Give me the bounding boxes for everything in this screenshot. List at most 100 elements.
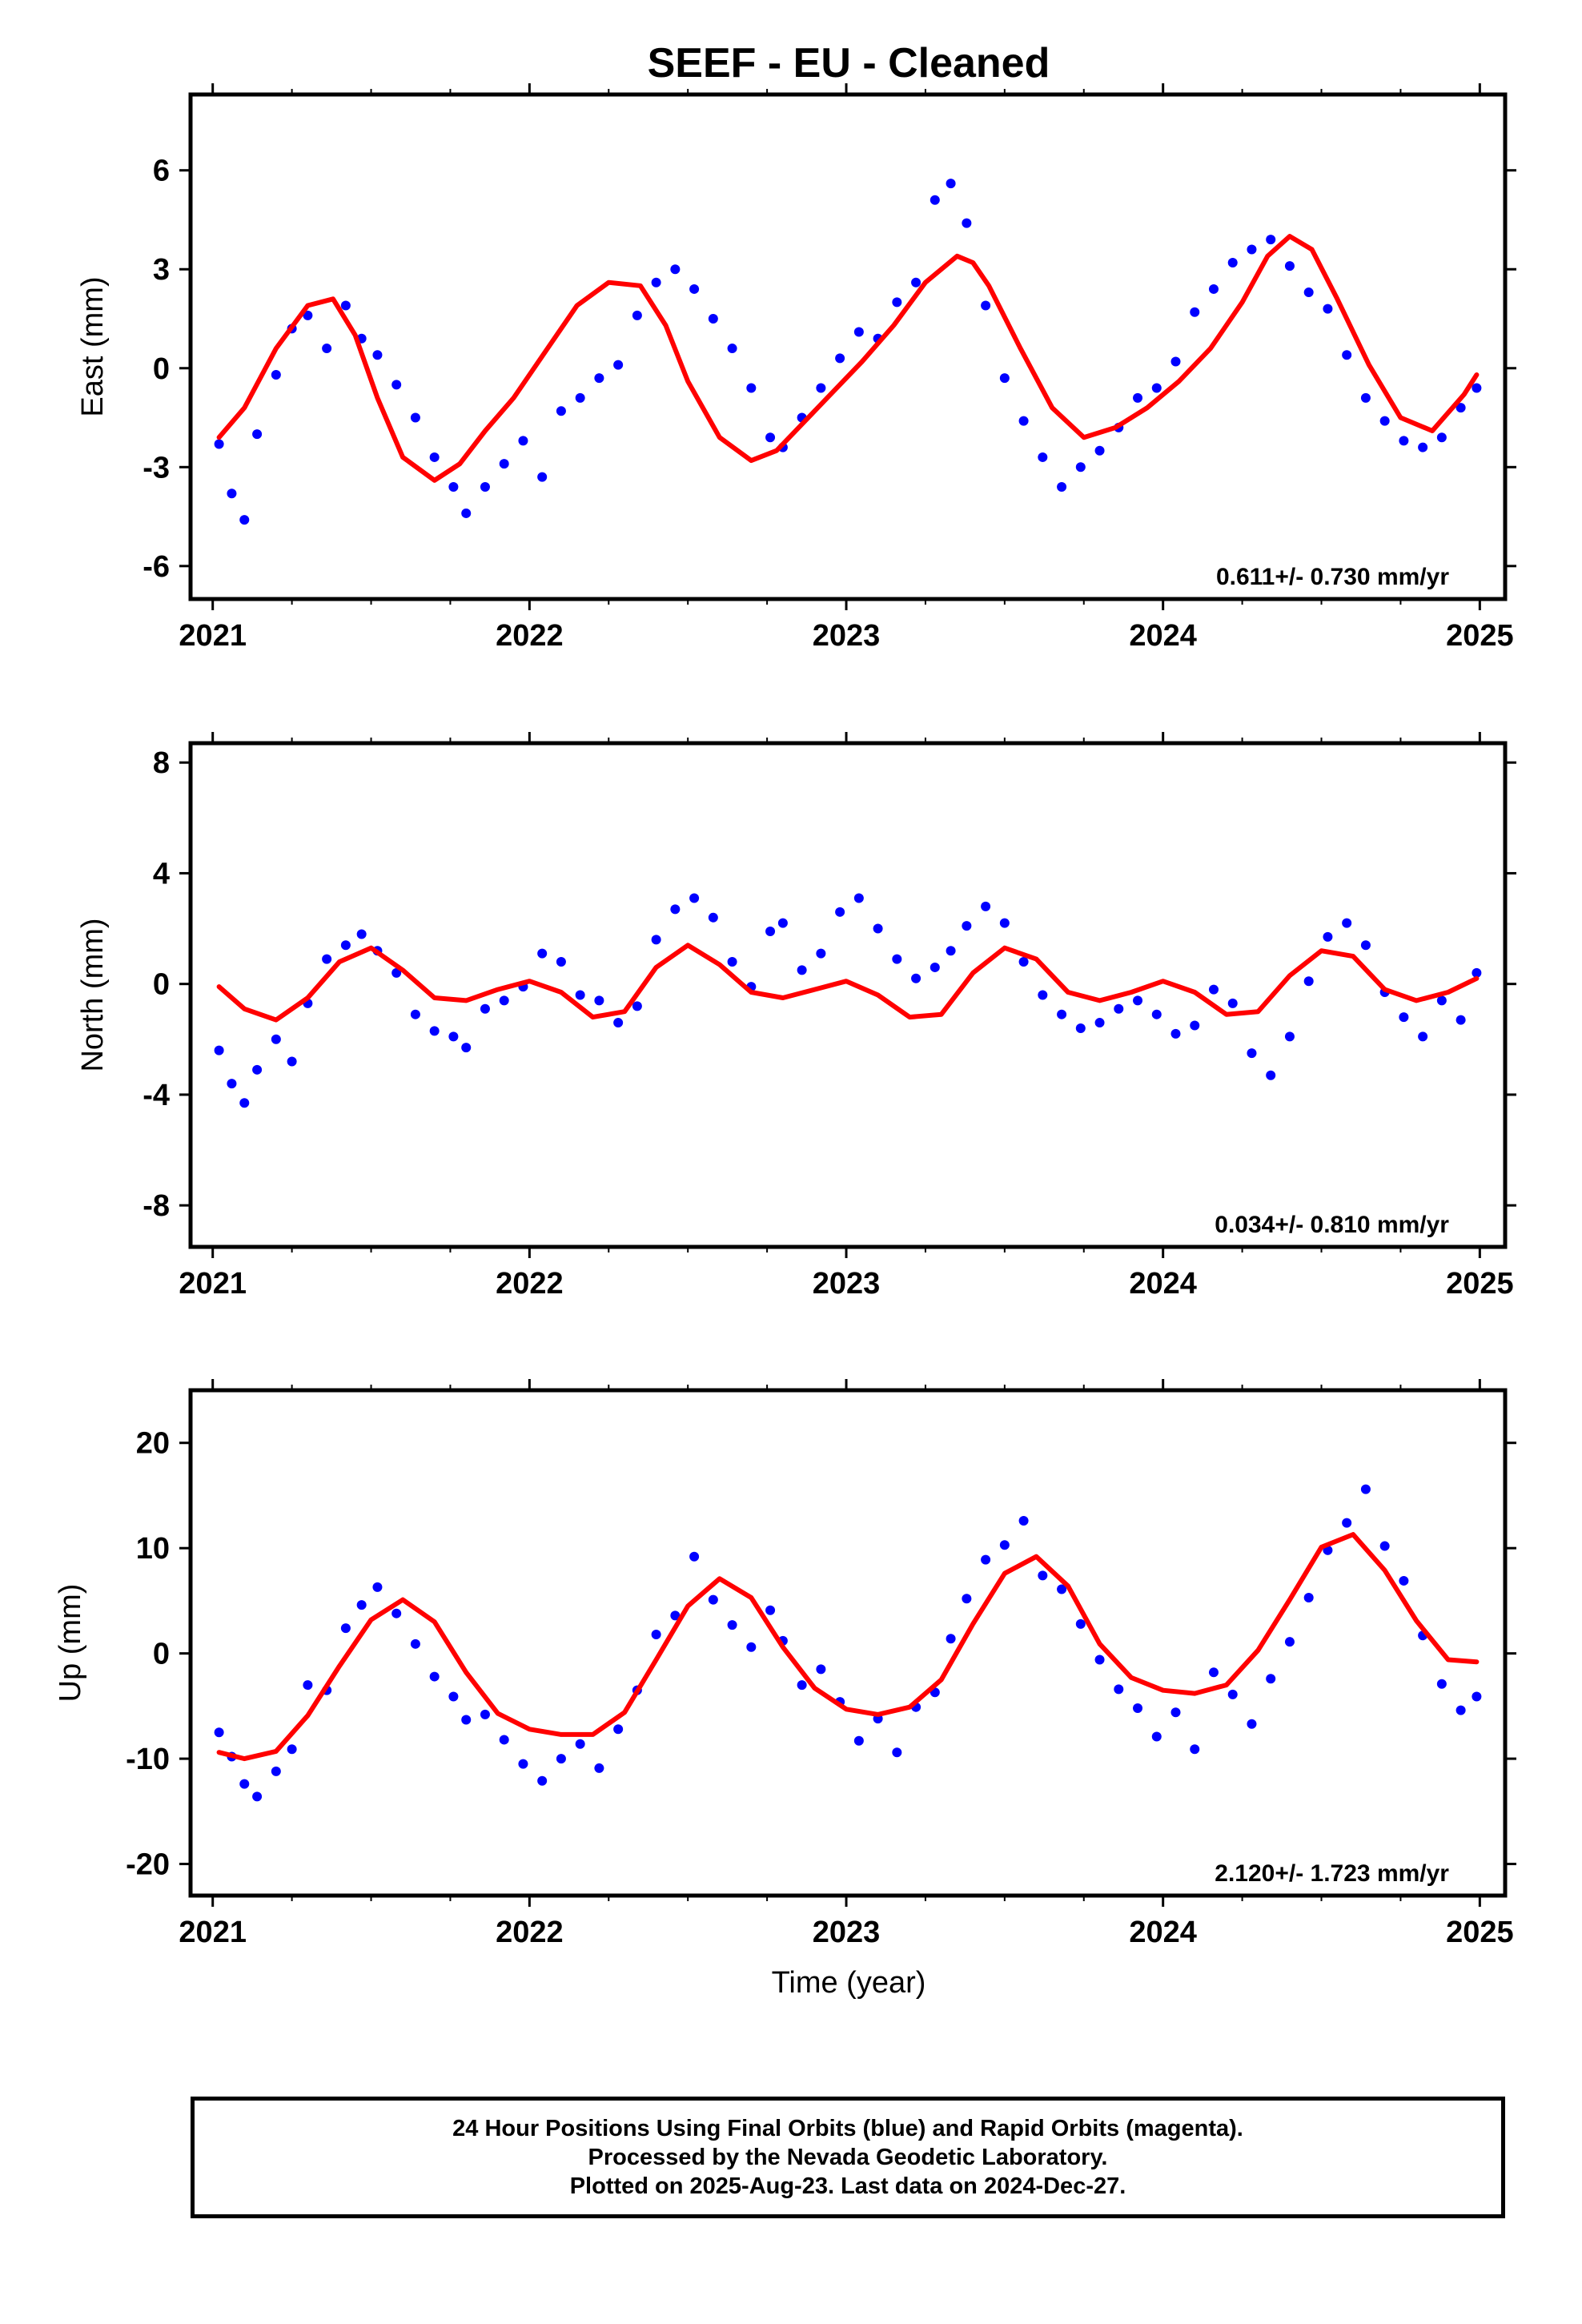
east-data-point: [1057, 482, 1067, 492]
east-data-point: [1133, 392, 1143, 403]
north-xtick-label: 2022: [496, 1267, 564, 1301]
north-ytick-label: -4: [143, 1079, 170, 1112]
north-data-point: [1456, 1015, 1466, 1025]
up-data-point: [651, 1629, 661, 1639]
up-ytick-label: 20: [136, 1427, 170, 1461]
up-data-point: [429, 1671, 440, 1682]
north-data-point: [911, 973, 921, 983]
up-xtick-label: 2021: [179, 1916, 247, 1949]
east-frame: [188, 92, 1508, 601]
up-data-point: [410, 1638, 420, 1649]
north-data-point: [632, 1001, 642, 1011]
east-data-point: [322, 344, 332, 354]
east-data-point: [391, 380, 402, 390]
east-data-point: [892, 297, 902, 308]
up-xtick-label: 2023: [813, 1916, 881, 1949]
east-data-point: [632, 310, 642, 320]
north-xtick-label: 2023: [813, 1267, 881, 1301]
up-data-point: [1436, 1679, 1447, 1689]
north-data-point: [214, 1045, 224, 1055]
up-data-point: [499, 1735, 509, 1745]
up-ytick-label: -20: [126, 1848, 170, 1882]
up-data-point: [1190, 1744, 1200, 1755]
north-ytick-label: 8: [153, 746, 170, 780]
up-data-point: [962, 1594, 972, 1604]
north-y-axis-label: North (mm): [76, 918, 110, 1072]
up-data-point: [303, 1680, 313, 1691]
east-y-axis-label: East (mm): [76, 276, 110, 416]
east-data-point: [1456, 403, 1466, 413]
north-xtick-label: 2025: [1446, 1267, 1514, 1301]
north-data-point: [765, 927, 776, 937]
east-data-point: [946, 179, 956, 189]
up-data-point: [1247, 1719, 1257, 1729]
north-data-point: [271, 1034, 281, 1044]
east-panel: 2021 2022 2023 2024 2025 -6 -3 0 3 6 East (mm) 0.61…: [76, 83, 1516, 653]
east-ytick-label: 3: [153, 253, 170, 287]
east-data-point: [1038, 452, 1048, 462]
east-data-point: [930, 195, 940, 205]
east-data-point: [1379, 416, 1390, 426]
north-data-point: [1360, 940, 1371, 951]
up-data-point: [689, 1551, 700, 1562]
north-data-point: [1208, 984, 1219, 995]
north-data-point: [322, 954, 332, 964]
up-data-point: [816, 1664, 826, 1675]
up-frame: [188, 1388, 1508, 1898]
up-data-point: [287, 1744, 297, 1755]
east-data-point: [429, 452, 440, 462]
up-data-point: [746, 1642, 757, 1652]
east-data-point: [239, 515, 250, 525]
east-data-point: [1227, 258, 1238, 267]
north-data-point: [391, 967, 402, 978]
north-data-point: [689, 893, 700, 903]
north-ytick-label: 4: [153, 857, 170, 891]
up-data-point: [1342, 1518, 1352, 1528]
north-data-point: [356, 929, 367, 939]
north-data-point: [252, 1064, 263, 1075]
chart-title: SEEF - EU - Cleaned: [648, 40, 1050, 86]
north-data-point: [1227, 998, 1238, 1008]
east-data-point: [1247, 244, 1257, 255]
up-data-point: [1266, 1674, 1276, 1684]
up-data-point: [1360, 1484, 1371, 1494]
east-data-point: [303, 310, 313, 320]
up-data-point: [594, 1763, 604, 1773]
east-data-point: [835, 353, 845, 364]
north-data-point: [1436, 995, 1447, 1006]
north-data-point: [575, 990, 585, 1000]
north-frame: [188, 741, 1508, 1249]
north-data-point: [1133, 995, 1143, 1006]
up-data-point: [1151, 1731, 1162, 1742]
north-data-point: [480, 1003, 490, 1014]
north-xtick-label: 2021: [179, 1267, 247, 1301]
up-data-point: [765, 1605, 776, 1615]
north-data-point: [1057, 1009, 1067, 1019]
east-data-point: [556, 406, 566, 416]
up-y-axis-label: Up (mm): [54, 1584, 87, 1703]
north-data-point: [594, 995, 604, 1006]
north-data-point: [1151, 1009, 1162, 1019]
north-data-point: [930, 962, 940, 972]
x-axis-label: Time (year): [772, 1966, 926, 2000]
up-data-point: [239, 1779, 250, 1789]
up-data-point: [1303, 1592, 1314, 1602]
east-xtick-label: 2024: [1129, 619, 1197, 653]
north-data-point: [1094, 1018, 1105, 1028]
up-data-point: [1227, 1689, 1238, 1699]
up-data-point: [946, 1634, 956, 1644]
north-data-point: [1323, 931, 1333, 942]
east-data-point: [651, 277, 661, 287]
up-ytick-label: 10: [136, 1532, 170, 1566]
up-data-point: [853, 1735, 864, 1746]
up-data-point: [1075, 1618, 1086, 1629]
up-data-point: [372, 1582, 383, 1592]
north-data-point: [1342, 918, 1352, 928]
east-ytick-label: 6: [153, 155, 170, 188]
east-model-line: [216, 234, 1480, 483]
east-data-point: [1018, 416, 1029, 426]
east-data-point: [480, 482, 490, 492]
east-data-point: [1323, 304, 1333, 314]
up-data-point: [518, 1759, 528, 1769]
